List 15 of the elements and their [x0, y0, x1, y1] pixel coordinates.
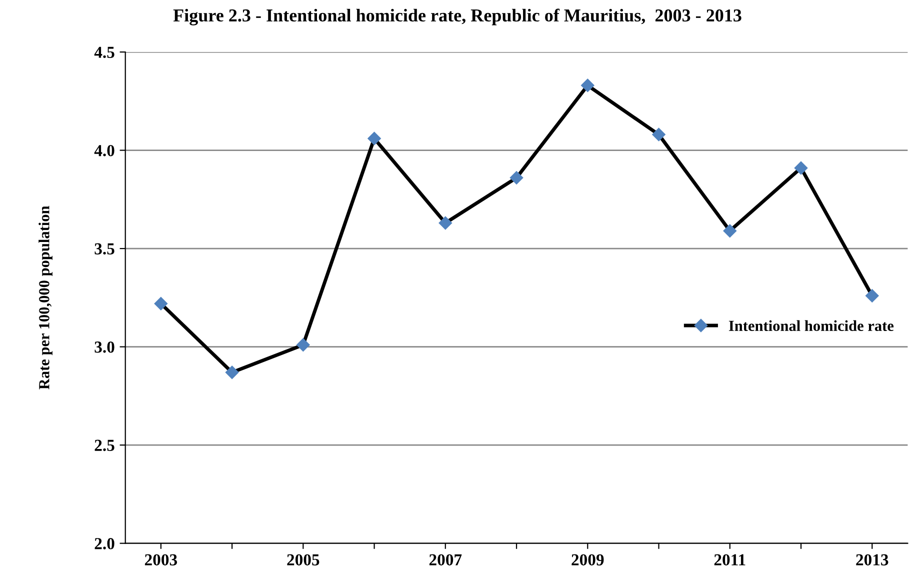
legend-label: Intentional homicide rate [728, 320, 894, 332]
x-tick-label: 2007 [429, 554, 462, 566]
y-tick-label: 3.5 [94, 243, 114, 255]
y-tick-label: 2.0 [94, 538, 114, 550]
x-tick-label: 2013 [856, 554, 888, 566]
y-tick-label: 3.0 [94, 342, 114, 353]
x-tick-label: 2011 [714, 554, 746, 566]
x-tick-label: 2005 [287, 554, 320, 566]
y-tick-label: 4.0 [94, 144, 114, 156]
chart-title: Figure 2.3 - Intentional homicide rate, Republic of Mauritius, 2003 - 2013 [173, 8, 742, 26]
y-tick-label: 4.5 [94, 46, 114, 58]
x-tick-label: 2003 [144, 554, 178, 566]
y-tick-label: 2.5 [94, 440, 114, 452]
x-tick-label: 2009 [572, 554, 604, 566]
y-axis-title: Rate per 100,000 population [38, 206, 52, 390]
